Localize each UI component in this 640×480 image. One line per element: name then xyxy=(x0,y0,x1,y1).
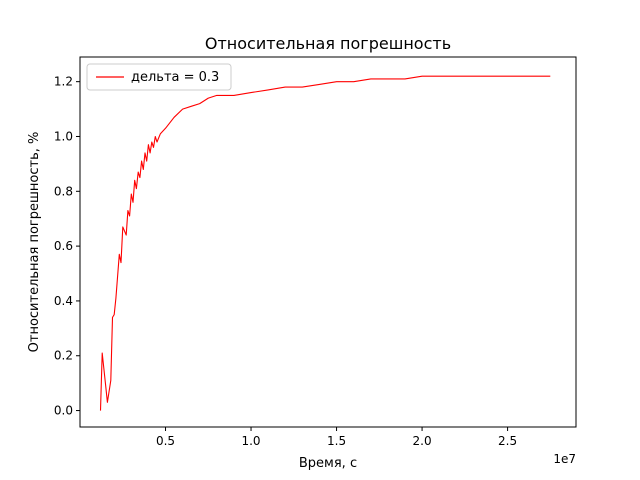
y-tick-label: 0.6 xyxy=(54,239,73,253)
x-tick-label: 0.5 xyxy=(156,434,175,448)
x-tick-label: 2.0 xyxy=(413,434,432,448)
x-axis-label: Время, с xyxy=(299,456,357,471)
chart-title: Относительная погрешность xyxy=(205,34,451,53)
y-tick-label: 0.0 xyxy=(54,404,73,418)
y-tick-label: 1.0 xyxy=(54,129,73,143)
axes-frame xyxy=(79,56,577,428)
series-line xyxy=(99,75,551,411)
series-layer xyxy=(99,75,551,411)
x-axis-offset-label: 1e7 xyxy=(553,452,576,466)
y-tick-label: 0.8 xyxy=(54,184,73,198)
y-tick-label: 0.4 xyxy=(54,294,73,308)
legend-series-label: дельта = 0.3 xyxy=(131,70,219,85)
y-axis-label: Относительная погрешность, % xyxy=(27,132,42,353)
y-axis-ticks: 0.0 0.2 0.4 0.6 0.8 1.0 1.2 xyxy=(54,75,80,418)
x-tick-label: 1.0 xyxy=(241,434,260,448)
x-tick-label: 1.5 xyxy=(327,434,346,448)
x-axis-ticks: 0.5 1.0 1.5 2.0 2.5 xyxy=(156,427,517,448)
y-tick-label: 0.2 xyxy=(54,349,73,363)
legend-box xyxy=(86,63,232,91)
y-tick-label: 1.2 xyxy=(54,75,73,89)
x-tick-label: 2.5 xyxy=(498,434,517,448)
legend: дельта = 0.3 xyxy=(86,63,232,91)
plot-area xyxy=(79,56,577,428)
